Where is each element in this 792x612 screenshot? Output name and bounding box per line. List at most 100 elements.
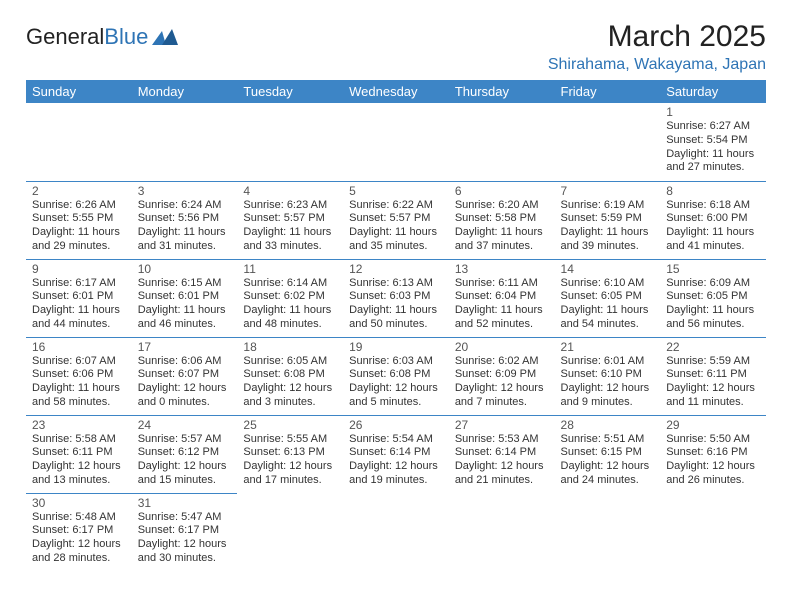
calendar-day-cell: 19Sunrise: 6:03 AMSunset: 6:08 PMDayligh…	[343, 337, 449, 415]
calendar-day-cell: 13Sunrise: 6:11 AMSunset: 6:04 PMDayligh…	[449, 259, 555, 337]
calendar-day-cell: 12Sunrise: 6:13 AMSunset: 6:03 PMDayligh…	[343, 259, 449, 337]
calendar-day-cell: 31Sunrise: 5:47 AMSunset: 6:17 PMDayligh…	[132, 493, 238, 571]
column-header: Tuesday	[237, 80, 343, 103]
calendar-day-cell: 15Sunrise: 6:09 AMSunset: 6:05 PMDayligh…	[660, 259, 766, 337]
calendar-week-row: 1Sunrise: 6:27 AMSunset: 5:54 PMDaylight…	[26, 103, 766, 181]
calendar-empty-cell	[132, 103, 238, 181]
column-header: Monday	[132, 80, 238, 103]
day-info: Sunrise: 5:53 AMSunset: 6:14 PMDaylight:…	[455, 433, 549, 488]
calendar-day-cell: 7Sunrise: 6:19 AMSunset: 5:59 PMDaylight…	[555, 181, 661, 259]
column-header: Wednesday	[343, 80, 449, 103]
day-number: 23	[32, 418, 126, 432]
day-info: Sunrise: 6:24 AMSunset: 5:56 PMDaylight:…	[138, 199, 232, 254]
location: Shirahama, Wakayama, Japan	[548, 56, 766, 74]
calendar-table: SundayMondayTuesdayWednesdayThursdayFrid…	[26, 80, 766, 571]
logo: GeneralBlue	[26, 20, 178, 50]
calendar-day-cell: 11Sunrise: 6:14 AMSunset: 6:02 PMDayligh…	[237, 259, 343, 337]
day-info: Sunrise: 6:09 AMSunset: 6:05 PMDaylight:…	[666, 277, 760, 332]
calendar-day-cell: 26Sunrise: 5:54 AMSunset: 6:14 PMDayligh…	[343, 415, 449, 493]
day-number: 19	[349, 340, 443, 354]
day-info: Sunrise: 6:11 AMSunset: 6:04 PMDaylight:…	[455, 277, 549, 332]
day-number: 8	[666, 184, 760, 198]
day-number: 11	[243, 262, 337, 276]
day-info: Sunrise: 6:23 AMSunset: 5:57 PMDaylight:…	[243, 199, 337, 254]
day-info: Sunrise: 6:06 AMSunset: 6:07 PMDaylight:…	[138, 355, 232, 410]
day-number: 25	[243, 418, 337, 432]
calendar-day-cell: 2Sunrise: 6:26 AMSunset: 5:55 PMDaylight…	[26, 181, 132, 259]
day-number: 2	[32, 184, 126, 198]
day-number: 21	[561, 340, 655, 354]
day-number: 18	[243, 340, 337, 354]
month-title: March 2025	[548, 20, 766, 54]
calendar-week-row: 16Sunrise: 6:07 AMSunset: 6:06 PMDayligh…	[26, 337, 766, 415]
calendar-day-cell: 24Sunrise: 5:57 AMSunset: 6:12 PMDayligh…	[132, 415, 238, 493]
calendar-day-cell: 14Sunrise: 6:10 AMSunset: 6:05 PMDayligh…	[555, 259, 661, 337]
calendar-week-row: 2Sunrise: 6:26 AMSunset: 5:55 PMDaylight…	[26, 181, 766, 259]
day-info: Sunrise: 6:18 AMSunset: 6:00 PMDaylight:…	[666, 199, 760, 254]
calendar-day-cell: 16Sunrise: 6:07 AMSunset: 6:06 PMDayligh…	[26, 337, 132, 415]
calendar-header-row: SundayMondayTuesdayWednesdayThursdayFrid…	[26, 80, 766, 103]
calendar-day-cell: 6Sunrise: 6:20 AMSunset: 5:58 PMDaylight…	[449, 181, 555, 259]
day-info: Sunrise: 5:58 AMSunset: 6:11 PMDaylight:…	[32, 433, 126, 488]
calendar-empty-cell	[343, 493, 449, 571]
day-info: Sunrise: 6:19 AMSunset: 5:59 PMDaylight:…	[561, 199, 655, 254]
calendar-week-row: 30Sunrise: 5:48 AMSunset: 6:17 PMDayligh…	[26, 493, 766, 571]
day-info: Sunrise: 6:17 AMSunset: 6:01 PMDaylight:…	[32, 277, 126, 332]
day-number: 26	[349, 418, 443, 432]
calendar-day-cell: 30Sunrise: 5:48 AMSunset: 6:17 PMDayligh…	[26, 493, 132, 571]
calendar-empty-cell	[449, 103, 555, 181]
calendar-day-cell: 20Sunrise: 6:02 AMSunset: 6:09 PMDayligh…	[449, 337, 555, 415]
day-number: 31	[138, 496, 232, 510]
column-header: Thursday	[449, 80, 555, 103]
calendar-day-cell: 8Sunrise: 6:18 AMSunset: 6:00 PMDaylight…	[660, 181, 766, 259]
day-number: 22	[666, 340, 760, 354]
day-info: Sunrise: 6:20 AMSunset: 5:58 PMDaylight:…	[455, 199, 549, 254]
day-info: Sunrise: 5:54 AMSunset: 6:14 PMDaylight:…	[349, 433, 443, 488]
day-info: Sunrise: 6:22 AMSunset: 5:57 PMDaylight:…	[349, 199, 443, 254]
day-number: 20	[455, 340, 549, 354]
calendar-day-cell: 5Sunrise: 6:22 AMSunset: 5:57 PMDaylight…	[343, 181, 449, 259]
calendar-empty-cell	[237, 493, 343, 571]
day-number: 27	[455, 418, 549, 432]
day-info: Sunrise: 5:47 AMSunset: 6:17 PMDaylight:…	[138, 511, 232, 566]
column-header: Friday	[555, 80, 661, 103]
day-info: Sunrise: 6:27 AMSunset: 5:54 PMDaylight:…	[666, 120, 760, 175]
day-number: 6	[455, 184, 549, 198]
day-info: Sunrise: 5:59 AMSunset: 6:11 PMDaylight:…	[666, 355, 760, 410]
calendar-day-cell: 4Sunrise: 6:23 AMSunset: 5:57 PMDaylight…	[237, 181, 343, 259]
day-info: Sunrise: 6:15 AMSunset: 6:01 PMDaylight:…	[138, 277, 232, 332]
calendar-empty-cell	[237, 103, 343, 181]
calendar-week-row: 23Sunrise: 5:58 AMSunset: 6:11 PMDayligh…	[26, 415, 766, 493]
calendar-day-cell: 28Sunrise: 5:51 AMSunset: 6:15 PMDayligh…	[555, 415, 661, 493]
day-number: 4	[243, 184, 337, 198]
day-info: Sunrise: 6:26 AMSunset: 5:55 PMDaylight:…	[32, 199, 126, 254]
calendar-empty-cell	[449, 493, 555, 571]
calendar-day-cell: 23Sunrise: 5:58 AMSunset: 6:11 PMDayligh…	[26, 415, 132, 493]
calendar-day-cell: 22Sunrise: 5:59 AMSunset: 6:11 PMDayligh…	[660, 337, 766, 415]
calendar-day-cell: 27Sunrise: 5:53 AMSunset: 6:14 PMDayligh…	[449, 415, 555, 493]
day-number: 1	[666, 105, 760, 119]
day-number: 7	[561, 184, 655, 198]
calendar-page: GeneralBlue March 2025 Shirahama, Wakaya…	[0, 0, 792, 571]
calendar-empty-cell	[26, 103, 132, 181]
calendar-day-cell: 21Sunrise: 6:01 AMSunset: 6:10 PMDayligh…	[555, 337, 661, 415]
logo-triangle-icon	[152, 29, 178, 45]
day-info: Sunrise: 6:13 AMSunset: 6:03 PMDaylight:…	[349, 277, 443, 332]
day-info: Sunrise: 6:14 AMSunset: 6:02 PMDaylight:…	[243, 277, 337, 332]
calendar-day-cell: 9Sunrise: 6:17 AMSunset: 6:01 PMDaylight…	[26, 259, 132, 337]
calendar-week-row: 9Sunrise: 6:17 AMSunset: 6:01 PMDaylight…	[26, 259, 766, 337]
day-number: 15	[666, 262, 760, 276]
calendar-day-cell: 10Sunrise: 6:15 AMSunset: 6:01 PMDayligh…	[132, 259, 238, 337]
day-number: 10	[138, 262, 232, 276]
day-info: Sunrise: 6:05 AMSunset: 6:08 PMDaylight:…	[243, 355, 337, 410]
day-info: Sunrise: 5:51 AMSunset: 6:15 PMDaylight:…	[561, 433, 655, 488]
day-number: 28	[561, 418, 655, 432]
day-number: 16	[32, 340, 126, 354]
day-number: 14	[561, 262, 655, 276]
day-info: Sunrise: 6:07 AMSunset: 6:06 PMDaylight:…	[32, 355, 126, 410]
day-number: 9	[32, 262, 126, 276]
day-info: Sunrise: 5:55 AMSunset: 6:13 PMDaylight:…	[243, 433, 337, 488]
day-number: 13	[455, 262, 549, 276]
day-number: 24	[138, 418, 232, 432]
calendar-day-cell: 1Sunrise: 6:27 AMSunset: 5:54 PMDaylight…	[660, 103, 766, 181]
